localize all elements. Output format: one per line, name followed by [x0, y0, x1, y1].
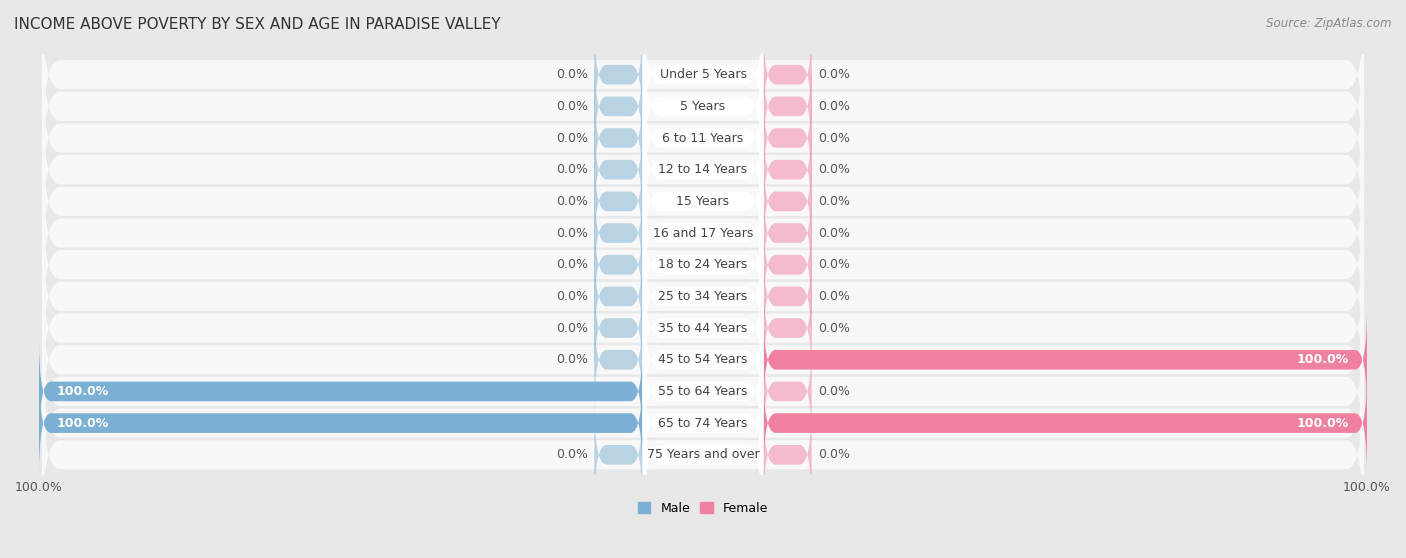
FancyBboxPatch shape — [643, 211, 763, 382]
FancyBboxPatch shape — [42, 89, 1364, 250]
FancyBboxPatch shape — [643, 148, 763, 318]
Text: 0.0%: 0.0% — [557, 132, 588, 145]
FancyBboxPatch shape — [763, 401, 811, 508]
FancyBboxPatch shape — [595, 53, 643, 160]
FancyBboxPatch shape — [763, 148, 811, 255]
FancyBboxPatch shape — [42, 248, 1364, 408]
Text: 0.0%: 0.0% — [818, 321, 849, 335]
FancyBboxPatch shape — [42, 311, 1364, 472]
Text: 0.0%: 0.0% — [818, 258, 849, 271]
Text: 100.0%: 100.0% — [1296, 417, 1348, 430]
Text: 65 to 74 Years: 65 to 74 Years — [658, 417, 748, 430]
FancyBboxPatch shape — [42, 374, 1364, 535]
Text: Source: ZipAtlas.com: Source: ZipAtlas.com — [1267, 17, 1392, 30]
FancyBboxPatch shape — [595, 148, 643, 255]
FancyBboxPatch shape — [643, 338, 763, 508]
Text: 55 to 64 Years: 55 to 64 Years — [658, 385, 748, 398]
Text: 6 to 11 Years: 6 to 11 Years — [662, 132, 744, 145]
Text: 0.0%: 0.0% — [557, 163, 588, 176]
FancyBboxPatch shape — [763, 21, 811, 128]
FancyBboxPatch shape — [643, 21, 763, 191]
FancyBboxPatch shape — [595, 243, 643, 350]
Text: 0.0%: 0.0% — [557, 100, 588, 113]
FancyBboxPatch shape — [763, 211, 811, 318]
FancyBboxPatch shape — [595, 401, 643, 508]
FancyBboxPatch shape — [763, 275, 811, 382]
Text: 5 Years: 5 Years — [681, 100, 725, 113]
FancyBboxPatch shape — [39, 338, 643, 445]
Text: 25 to 34 Years: 25 to 34 Years — [658, 290, 748, 303]
FancyBboxPatch shape — [595, 275, 643, 382]
Text: 0.0%: 0.0% — [818, 195, 849, 208]
FancyBboxPatch shape — [595, 211, 643, 318]
FancyBboxPatch shape — [763, 243, 811, 350]
Legend: Male, Female: Male, Female — [633, 497, 773, 519]
Text: 45 to 54 Years: 45 to 54 Years — [658, 353, 748, 366]
Text: 16 and 17 Years: 16 and 17 Years — [652, 227, 754, 239]
Text: 100.0%: 100.0% — [1296, 353, 1348, 366]
Text: 100.0%: 100.0% — [58, 417, 110, 430]
FancyBboxPatch shape — [595, 84, 643, 191]
Text: 0.0%: 0.0% — [557, 448, 588, 461]
FancyBboxPatch shape — [42, 184, 1364, 345]
FancyBboxPatch shape — [42, 216, 1364, 377]
Text: 18 to 24 Years: 18 to 24 Years — [658, 258, 748, 271]
Text: 0.0%: 0.0% — [818, 100, 849, 113]
FancyBboxPatch shape — [763, 53, 811, 160]
Text: 0.0%: 0.0% — [818, 448, 849, 461]
Text: 0.0%: 0.0% — [557, 227, 588, 239]
Text: 0.0%: 0.0% — [557, 353, 588, 366]
FancyBboxPatch shape — [42, 26, 1364, 187]
FancyBboxPatch shape — [595, 21, 643, 128]
FancyBboxPatch shape — [643, 0, 763, 160]
FancyBboxPatch shape — [643, 180, 763, 350]
Text: 0.0%: 0.0% — [557, 195, 588, 208]
FancyBboxPatch shape — [42, 0, 1364, 155]
Text: 0.0%: 0.0% — [818, 385, 849, 398]
FancyBboxPatch shape — [42, 343, 1364, 503]
FancyBboxPatch shape — [595, 180, 643, 287]
Text: 0.0%: 0.0% — [818, 132, 849, 145]
Text: Under 5 Years: Under 5 Years — [659, 68, 747, 81]
FancyBboxPatch shape — [42, 152, 1364, 314]
FancyBboxPatch shape — [595, 116, 643, 223]
Text: 0.0%: 0.0% — [818, 290, 849, 303]
FancyBboxPatch shape — [643, 306, 763, 477]
FancyBboxPatch shape — [763, 180, 811, 287]
Text: INCOME ABOVE POVERTY BY SEX AND AGE IN PARADISE VALLEY: INCOME ABOVE POVERTY BY SEX AND AGE IN P… — [14, 17, 501, 32]
FancyBboxPatch shape — [42, 57, 1364, 219]
Text: 0.0%: 0.0% — [557, 290, 588, 303]
Text: 15 Years: 15 Years — [676, 195, 730, 208]
FancyBboxPatch shape — [643, 369, 763, 540]
FancyBboxPatch shape — [643, 275, 763, 445]
Text: 0.0%: 0.0% — [818, 163, 849, 176]
FancyBboxPatch shape — [763, 116, 811, 223]
Text: 0.0%: 0.0% — [557, 68, 588, 81]
Text: 0.0%: 0.0% — [818, 68, 849, 81]
FancyBboxPatch shape — [643, 84, 763, 255]
FancyBboxPatch shape — [643, 243, 763, 413]
Text: 75 Years and over: 75 Years and over — [647, 448, 759, 461]
FancyBboxPatch shape — [763, 369, 1367, 477]
Text: 100.0%: 100.0% — [58, 385, 110, 398]
Text: 35 to 44 Years: 35 to 44 Years — [658, 321, 748, 335]
FancyBboxPatch shape — [643, 116, 763, 287]
FancyBboxPatch shape — [42, 280, 1364, 440]
FancyBboxPatch shape — [763, 306, 1367, 413]
FancyBboxPatch shape — [595, 306, 643, 413]
Text: 0.0%: 0.0% — [557, 258, 588, 271]
Text: 0.0%: 0.0% — [557, 321, 588, 335]
FancyBboxPatch shape — [39, 369, 643, 477]
FancyBboxPatch shape — [763, 84, 811, 191]
FancyBboxPatch shape — [42, 121, 1364, 282]
FancyBboxPatch shape — [643, 53, 763, 223]
Text: 12 to 14 Years: 12 to 14 Years — [658, 163, 748, 176]
FancyBboxPatch shape — [763, 338, 811, 445]
Text: 0.0%: 0.0% — [818, 227, 849, 239]
